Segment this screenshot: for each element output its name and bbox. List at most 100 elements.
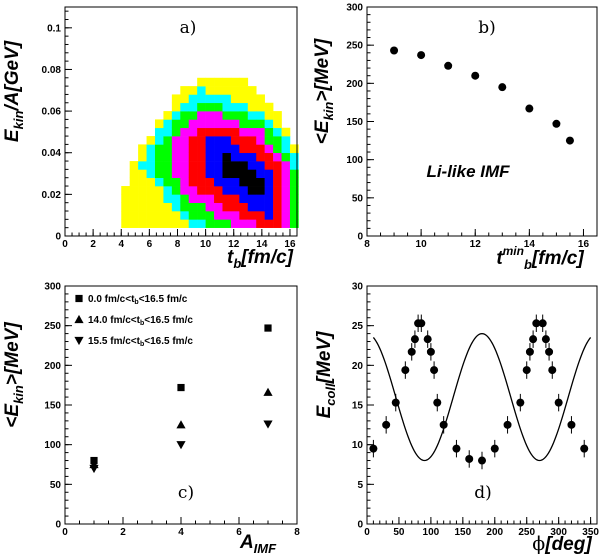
heatmap-cell <box>230 111 240 120</box>
x-tick-label: 0 <box>62 239 68 250</box>
data-point <box>407 347 416 356</box>
heatmap-cell <box>273 111 282 120</box>
heatmap-cell <box>273 136 282 145</box>
heatmap-cell <box>230 77 240 87</box>
heatmap-cell <box>180 119 190 129</box>
heatmap-cell <box>121 186 130 195</box>
heatmap-cell <box>273 161 282 170</box>
heatmap-cell <box>171 136 181 145</box>
x-tick-label: 200 <box>486 527 503 538</box>
x-tick-label: 50 <box>393 527 405 538</box>
heatmap-cell <box>180 127 190 137</box>
y-axis-label: <Ekin>[MeV] <box>312 38 336 144</box>
data-point <box>532 319 541 328</box>
heatmap-cell <box>138 211 147 220</box>
heatmap-cell <box>197 152 206 162</box>
y-tick-label: 200 <box>346 79 363 90</box>
y-tick-label: 30 <box>352 282 364 293</box>
heatmap-cell <box>180 102 190 112</box>
heatmap-cell <box>205 144 215 154</box>
data-point <box>401 366 410 375</box>
x-tick-label: 16 <box>284 239 296 250</box>
heatmap-cell <box>222 219 232 228</box>
heatmap-cell <box>281 194 291 203</box>
heatmap-cell <box>247 219 257 228</box>
heatmap-cell <box>289 211 299 220</box>
heatmap-cell <box>214 202 223 212</box>
x-axis-label: tb[fm/c] <box>227 247 294 271</box>
heatmap-cell <box>154 152 164 162</box>
heatmap-cell <box>180 152 190 162</box>
x-axis-label: ϕ[deg] <box>532 533 592 555</box>
y-tick-label: 150 <box>44 401 61 412</box>
x-tick-label: 0 <box>62 527 68 538</box>
heatmap-cell <box>289 186 299 195</box>
heatmap-cell <box>289 202 299 212</box>
legend-marker <box>75 294 83 303</box>
legend-entry: 14.0 fm/c<tb<16.5 fm/c <box>88 315 193 327</box>
heatmap-cell <box>197 219 206 228</box>
heatmap-cell <box>205 152 215 162</box>
heatmap-cell <box>205 211 215 220</box>
heatmap-cell <box>197 144 206 154</box>
heatmap-cell <box>146 219 156 228</box>
heatmap-cell <box>222 136 232 145</box>
y-tick-label: 0.08 <box>42 65 62 76</box>
heatmap-cell <box>138 169 147 179</box>
heatmap-cell <box>188 169 198 179</box>
heatmap-cell <box>239 119 249 129</box>
heatmap-cell <box>281 152 291 162</box>
heatmap-cell <box>239 219 249 228</box>
y-tick-label: 0 <box>357 520 363 531</box>
heatmap-cell <box>146 211 156 220</box>
data-point <box>417 319 426 328</box>
heatmap-cell <box>163 211 173 220</box>
heatmap-cell <box>138 186 147 195</box>
heatmap-cell <box>180 169 190 179</box>
heatmap-cell <box>230 102 240 112</box>
heatmap-cell <box>264 111 274 120</box>
heatmap-cell <box>171 219 181 228</box>
heatmap-cell <box>247 186 257 195</box>
heatmap-cell <box>197 177 206 187</box>
heatmap-cell <box>247 94 257 104</box>
panel-tag: a) <box>180 18 197 38</box>
x-tick-label: 2 <box>120 527 126 538</box>
heatmap-cell <box>256 186 265 195</box>
heatmap-cell <box>180 186 190 195</box>
heatmap-cell <box>239 136 249 145</box>
heatmap-cell <box>129 211 139 220</box>
heatmap-cell <box>154 177 164 187</box>
data-point <box>433 398 442 407</box>
heatmap-cell <box>188 136 198 145</box>
panel-d: 0 50 100 150 200 250 300 350 0 5 10 15 20 25 30 Ecoll[M… <box>314 282 599 556</box>
heatmap-cell <box>214 177 223 187</box>
x-tick-label: 4 <box>118 239 124 250</box>
heatmap-cell <box>205 161 215 170</box>
heatmap-cell <box>239 111 249 120</box>
data-point <box>545 347 554 356</box>
data-point <box>176 420 186 429</box>
y-tick-label: 0 <box>55 520 61 531</box>
legend-entry: 0.0 fm/c<tb<16.5 fm/c <box>88 294 188 306</box>
y-tick-label: 0.04 <box>42 148 62 159</box>
heatmap-cell <box>188 111 198 120</box>
x-tick-label: 10 <box>416 239 428 250</box>
x-tick-label: 16 <box>578 239 590 250</box>
heatmap-cell <box>247 86 257 95</box>
plot-frame <box>64 6 298 237</box>
heatmap-cell <box>214 136 223 145</box>
heatmap-cell <box>138 219 147 228</box>
data-point <box>580 444 589 453</box>
heatmap-cell <box>121 194 130 203</box>
heatmap-cell <box>205 77 215 87</box>
heatmap-cell <box>163 194 173 203</box>
heatmap-cell <box>188 202 198 212</box>
data-point <box>498 83 507 92</box>
heatmap-cell <box>264 186 274 195</box>
heatmap-cell <box>188 102 198 112</box>
data-point <box>417 51 426 60</box>
heatmap-cell <box>205 194 215 203</box>
heatmap-cell <box>138 161 147 170</box>
heatmap-cell <box>222 186 232 195</box>
